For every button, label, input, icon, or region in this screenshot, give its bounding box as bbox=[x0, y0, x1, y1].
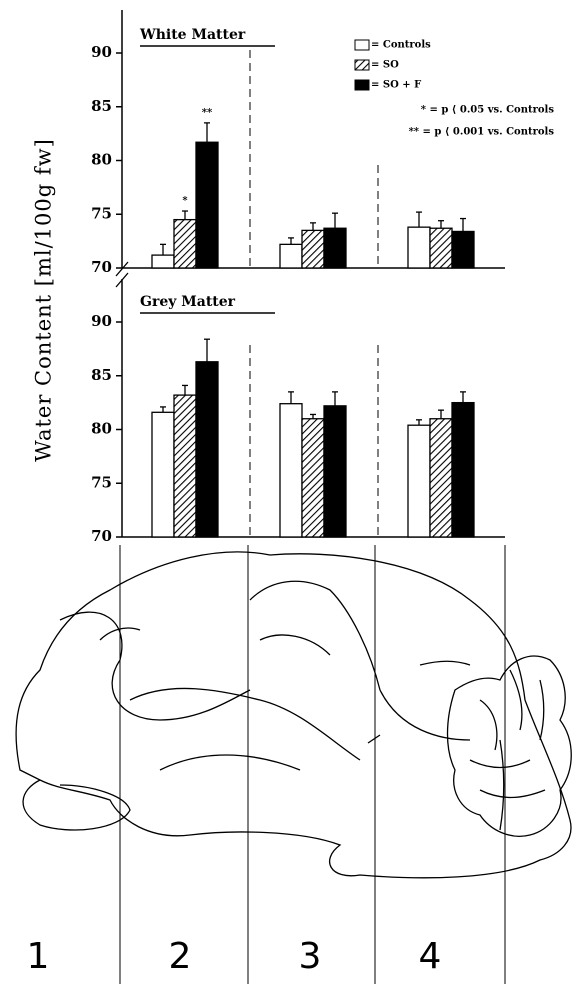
significance-marker: * bbox=[182, 196, 188, 207]
bar bbox=[430, 228, 452, 268]
y-tick-label: 80 bbox=[91, 151, 112, 169]
bar bbox=[430, 419, 452, 537]
bar bbox=[408, 425, 430, 537]
y-tick-label: 90 bbox=[91, 43, 112, 61]
bar bbox=[324, 406, 346, 537]
y-tick-label: 85 bbox=[91, 97, 112, 115]
bar bbox=[302, 230, 324, 268]
region-lines bbox=[120, 545, 505, 984]
region-label: 2 bbox=[169, 936, 192, 977]
bar bbox=[280, 244, 302, 268]
y-tick-label: 75 bbox=[91, 473, 112, 491]
y-tick-label: 70 bbox=[91, 258, 112, 276]
bar bbox=[174, 395, 196, 537]
legend-swatch bbox=[355, 60, 369, 70]
bar bbox=[324, 228, 346, 268]
bar bbox=[196, 142, 218, 268]
brain-drawing bbox=[16, 552, 571, 878]
legend-label: = Controls bbox=[371, 40, 431, 51]
bar bbox=[452, 231, 474, 268]
bar bbox=[196, 362, 218, 537]
legend-label: = SO + F bbox=[371, 80, 421, 91]
bar bbox=[174, 220, 196, 268]
y-tick-label: 70 bbox=[91, 527, 112, 545]
figure: Water Content [ml/100g fw] 70 75 80 85 90 Whi… bbox=[0, 0, 581, 984]
legend-note: * = p ⟨ 0.05 vs. Controls bbox=[421, 105, 555, 116]
bar bbox=[280, 404, 302, 537]
region-label: 4 bbox=[419, 936, 442, 977]
bar bbox=[452, 403, 474, 537]
chart-title: Grey Matter bbox=[140, 294, 236, 310]
legend-label: = SO bbox=[371, 60, 399, 71]
y-tick-label: 90 bbox=[91, 312, 112, 330]
y-axis-label: Water Content [ml/100g fw] bbox=[32, 138, 56, 462]
bar bbox=[152, 412, 174, 537]
significance-marker: ** bbox=[202, 107, 213, 118]
bar bbox=[152, 255, 174, 268]
chart-title: White Matter bbox=[139, 27, 246, 43]
region-label: 3 bbox=[299, 936, 322, 977]
bar bbox=[302, 419, 324, 537]
region-label: 1 bbox=[27, 936, 50, 977]
y-tick-label: 75 bbox=[91, 204, 112, 222]
legend-note: ** = p ⟨ 0.001 vs. Controls bbox=[409, 127, 555, 138]
y-tick-label: 80 bbox=[91, 420, 112, 438]
bar bbox=[408, 227, 430, 268]
legend-swatch bbox=[355, 80, 369, 90]
legend-swatch bbox=[355, 40, 369, 50]
y-tick-label: 85 bbox=[91, 366, 112, 384]
